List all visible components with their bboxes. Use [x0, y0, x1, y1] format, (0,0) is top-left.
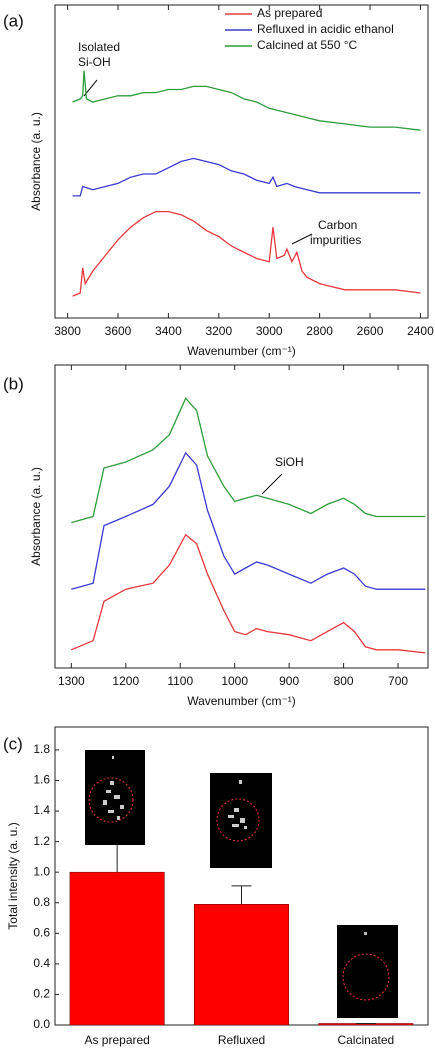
error-bar	[231, 885, 252, 905]
y-tick-label: 1.8	[33, 742, 50, 756]
y-axis-title: Total intensity (a. u.)	[6, 822, 20, 929]
x-tick-label: 1200	[112, 674, 139, 688]
bar	[69, 871, 165, 1026]
x-tick-label: 700	[388, 674, 408, 688]
arrow	[291, 233, 313, 245]
x-axis-title: Wavenumber (cm⁻¹)	[187, 694, 296, 708]
arrow	[261, 473, 283, 495]
legend-label: Refluxed in acidic ethanol	[257, 22, 394, 36]
annotation: SiOH	[275, 455, 304, 469]
x-tick-label: 2600	[357, 324, 384, 338]
plot-frame	[54, 4, 429, 319]
annotation: Si-OH	[78, 55, 111, 69]
annotation: Carbon	[318, 218, 357, 232]
x-tick-label: 3600	[105, 324, 132, 338]
legend-label: Calcined at 550 °C	[257, 38, 358, 52]
x-tick-label: 2800	[306, 324, 333, 338]
y-tick-label: 1.4	[33, 803, 50, 817]
x-tick-label: 800	[334, 674, 354, 688]
y-tick-label: 0.8	[33, 895, 50, 909]
x-tick-label: 3200	[205, 324, 232, 338]
x-tick-label: 3800	[54, 324, 81, 338]
y-tick-label: 0.2	[33, 987, 50, 1001]
y-axis-title: Absorbance (a. u.)	[29, 467, 43, 566]
y-tick-label: 0.0	[33, 1017, 50, 1031]
inset	[85, 750, 398, 1018]
spectrum-line	[72, 157, 421, 197]
spectrum-line	[72, 210, 421, 297]
annotation: Isolated	[78, 40, 120, 54]
spectrum-line	[71, 397, 426, 524]
y-tick-label: 1.2	[33, 834, 50, 848]
panel-label: (a)	[3, 11, 24, 30]
plot-frame	[54, 364, 429, 669]
y-tick-label: 0.6	[33, 925, 50, 939]
panel-label: (b)	[3, 374, 24, 393]
bar	[194, 904, 289, 1026]
y-tick-label: 0.4	[33, 956, 50, 970]
x-tick-label: 3400	[155, 324, 182, 338]
spectrum-line	[71, 451, 426, 590]
x-tick-label: 1300	[58, 674, 85, 688]
x-tick-label: 1100	[167, 674, 193, 688]
x-axis-title: Wavenumber (cm⁻¹)	[187, 344, 296, 358]
x-tick-label: 3000	[256, 324, 283, 338]
x-tick-label: 2400	[407, 324, 434, 338]
y-tick-label: 1.0	[33, 864, 50, 878]
y-tick-label: 1.6	[33, 773, 50, 787]
x-tick-label: As prepared	[84, 1033, 149, 1047]
x-tick-label: Calcinated	[337, 1033, 394, 1047]
plots: 3800 3600 3400 3200 3000 2800 2600 2400 Wavenumb…	[6, 4, 434, 1047]
annotation: impurities	[310, 233, 361, 247]
spectrum-line	[72, 70, 421, 131]
x-tick-label: Refluxed	[218, 1033, 265, 1047]
spectrum-line	[71, 533, 426, 654]
x-tick-label: 900	[279, 674, 299, 688]
legend-label: As prepared	[257, 6, 322, 20]
y-axis-title: Absorbance (a. u.)	[29, 112, 43, 211]
panel-label: (c)	[3, 734, 23, 753]
x-tick-label: 1000	[221, 674, 248, 688]
